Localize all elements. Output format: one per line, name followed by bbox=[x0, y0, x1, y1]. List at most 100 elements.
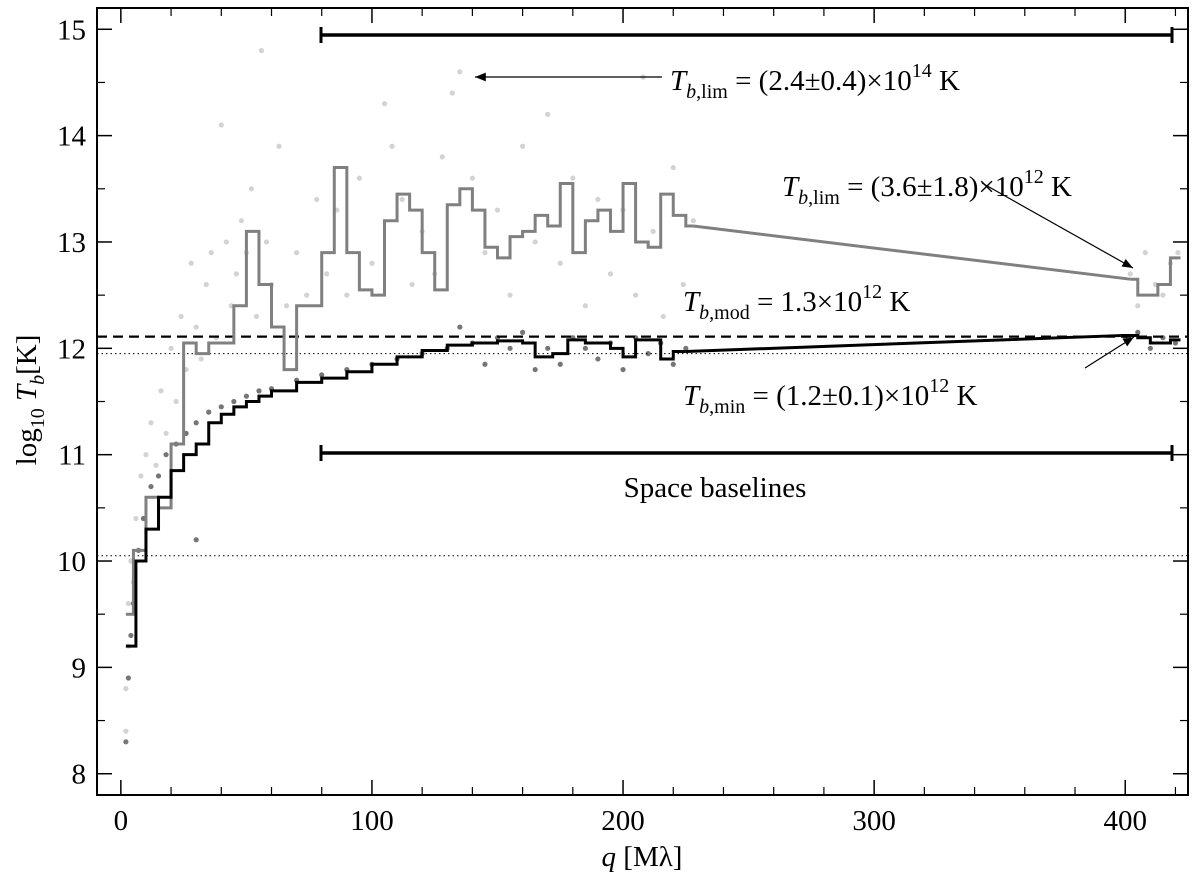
data-point bbox=[557, 361, 563, 367]
data-point bbox=[253, 313, 260, 320]
data-point bbox=[1175, 250, 1181, 256]
data-point bbox=[208, 250, 214, 256]
data-point bbox=[206, 409, 212, 415]
text-span: K bbox=[949, 380, 977, 412]
data-point bbox=[193, 537, 199, 543]
x-axis-label: q [Mλ] bbox=[602, 841, 683, 873]
data-point bbox=[193, 324, 199, 330]
data-point bbox=[683, 345, 689, 351]
step-line bbox=[125, 166, 694, 616]
text-span: 12 bbox=[929, 375, 949, 397]
annotation: Tb,mod = 1.3×1012 K bbox=[683, 281, 910, 324]
data-point bbox=[193, 420, 199, 426]
data-point bbox=[389, 143, 395, 149]
text-span: T bbox=[11, 383, 43, 408]
y-tick-label: 11 bbox=[58, 440, 86, 472]
text-span: ,lim bbox=[808, 187, 840, 209]
data-point bbox=[607, 271, 614, 277]
data-point bbox=[670, 164, 676, 171]
data-point bbox=[203, 281, 209, 288]
data-point bbox=[595, 356, 601, 362]
data-point bbox=[188, 260, 194, 266]
data-point bbox=[570, 175, 576, 181]
annotation: Tb,min = (1.2±0.1)×1012 K bbox=[683, 375, 977, 418]
data-point bbox=[163, 452, 169, 458]
y-tick-label: 9 bbox=[72, 652, 87, 684]
data-point bbox=[243, 393, 250, 399]
data-point bbox=[369, 260, 375, 266]
y-tick-label: 13 bbox=[57, 227, 86, 259]
data-point bbox=[532, 239, 538, 245]
data-point bbox=[1127, 271, 1133, 277]
data-point bbox=[457, 324, 463, 330]
data-point bbox=[133, 515, 139, 522]
x-tick-label: 200 bbox=[601, 805, 645, 837]
data-point bbox=[449, 90, 455, 96]
text-span: b bbox=[699, 396, 709, 418]
y-axis-label: log10 Tb[K] bbox=[11, 335, 49, 466]
data-point bbox=[582, 303, 588, 309]
data-point bbox=[356, 175, 362, 181]
data-point bbox=[645, 351, 651, 357]
data-point bbox=[457, 69, 463, 75]
data-point bbox=[381, 101, 388, 107]
data-point bbox=[409, 281, 415, 288]
data-point bbox=[482, 361, 488, 367]
text-span: 12 bbox=[862, 281, 882, 303]
y-tick-label: 10 bbox=[57, 546, 86, 578]
data-point bbox=[319, 372, 325, 378]
data-point bbox=[198, 356, 204, 362]
data-point bbox=[256, 388, 262, 394]
text-span: = (3.6±1.8)×10 bbox=[840, 171, 1024, 203]
data-point bbox=[1172, 340, 1179, 346]
text-span: K bbox=[882, 286, 910, 318]
text-span: ,mod bbox=[709, 302, 750, 324]
text-span: log bbox=[11, 428, 43, 465]
data-point bbox=[173, 398, 179, 405]
data-point bbox=[557, 260, 563, 266]
connector-line bbox=[693, 224, 1131, 281]
text-span: = (2.4±0.4)×10 bbox=[728, 65, 912, 97]
data-point bbox=[125, 675, 131, 681]
text-span: ,min bbox=[709, 396, 745, 418]
text-span: 10 bbox=[27, 408, 49, 428]
data-point bbox=[143, 452, 149, 458]
data-point bbox=[494, 207, 501, 213]
data-point bbox=[1142, 250, 1148, 256]
data-point bbox=[582, 345, 588, 351]
data-point bbox=[231, 398, 237, 405]
plot-frame bbox=[96, 7, 1189, 796]
text-span: Space baselines bbox=[624, 472, 807, 504]
text-span: ,lim bbox=[696, 81, 728, 103]
text-span: = 1.3×10 bbox=[750, 286, 862, 318]
arrow bbox=[1084, 336, 1135, 369]
data-point bbox=[1160, 292, 1166, 298]
data-point bbox=[263, 239, 270, 245]
data-point bbox=[158, 388, 164, 394]
data-point bbox=[123, 728, 129, 734]
data-point bbox=[545, 345, 551, 351]
text-span: = (1.2±0.1)×10 bbox=[745, 380, 929, 412]
data-point bbox=[258, 47, 265, 54]
data-point bbox=[168, 345, 174, 351]
text-span: T bbox=[683, 380, 701, 412]
y-tick-label: 15 bbox=[57, 14, 86, 46]
text-span: q bbox=[602, 841, 617, 873]
y-tick-label: 8 bbox=[72, 759, 87, 791]
y-tick-label: 12 bbox=[57, 333, 86, 365]
data-point bbox=[148, 483, 154, 490]
x-tick-label: 300 bbox=[852, 805, 896, 837]
data-point bbox=[223, 239, 229, 245]
text-span: T bbox=[670, 65, 688, 97]
data-point bbox=[163, 430, 169, 437]
data-point bbox=[233, 271, 239, 277]
step-line bbox=[125, 338, 686, 648]
data-point bbox=[123, 686, 129, 692]
data-point bbox=[218, 122, 224, 128]
data-point bbox=[238, 218, 244, 224]
data-point bbox=[545, 111, 551, 117]
data-point bbox=[507, 292, 513, 298]
data-point bbox=[123, 739, 129, 745]
step-line bbox=[1130, 256, 1181, 297]
